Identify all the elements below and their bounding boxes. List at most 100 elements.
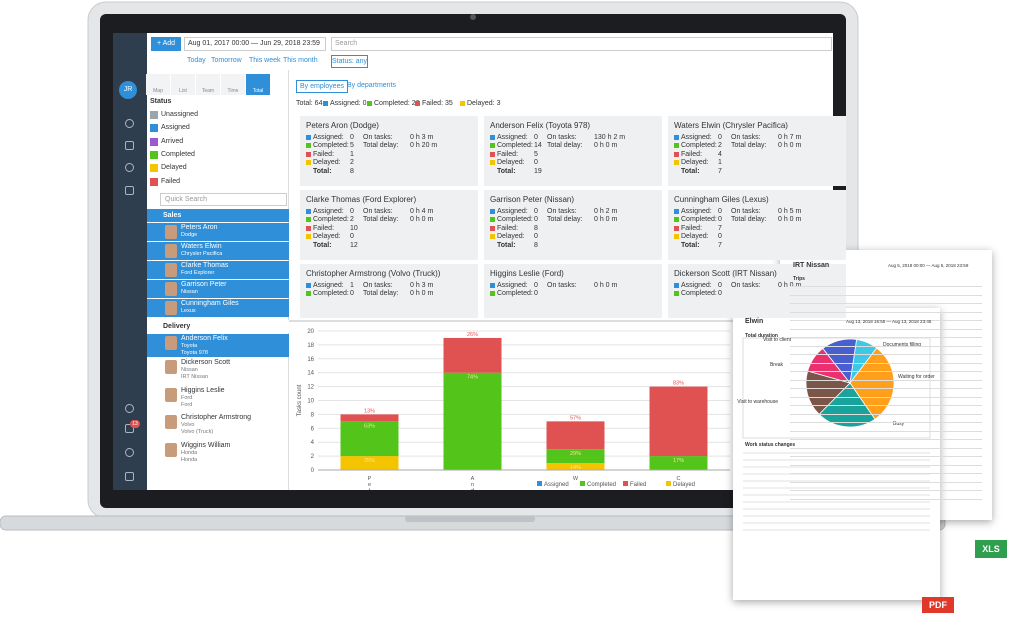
- bar-segment: [546, 421, 605, 450]
- card-label: Delayed:: [313, 233, 341, 241]
- nav-icon[interactable]: [125, 404, 134, 413]
- card-label: Assigned:: [681, 208, 712, 215]
- card-time-label: On tasks:: [731, 208, 761, 215]
- member-name[interactable]: Garrison Peter: [181, 281, 227, 288]
- legend-swatch: [537, 481, 542, 486]
- employee-card[interactable]: [300, 116, 478, 186]
- employee-card[interactable]: [484, 264, 662, 318]
- pie-label: Visit to warehouse: [737, 399, 778, 405]
- member-name[interactable]: Anderson Felix: [181, 335, 228, 342]
- nav-icon[interactable]: [125, 472, 134, 481]
- member-detail: Nissan: [181, 367, 198, 373]
- status-checkbox[interactable]: [150, 164, 158, 173]
- nav-icon[interactable]: [125, 163, 134, 172]
- search[interactable]: Search: [331, 37, 832, 51]
- card-time-label: Total delay:: [547, 216, 583, 224]
- xls-row: [790, 430, 982, 432]
- employee-card[interactable]: [668, 264, 846, 318]
- group-header[interactable]: Sales: [147, 209, 289, 222]
- y-tick-label: 10: [307, 399, 314, 405]
- member-name[interactable]: Christopher Armstrong: [181, 414, 252, 421]
- group-tab[interactable]: By employees: [296, 80, 348, 93]
- card-value: 0: [718, 233, 722, 241]
- card-time-label: On tasks:: [363, 134, 393, 141]
- card-value: 7: [718, 241, 722, 249]
- card-time-label: Total delay:: [547, 142, 583, 150]
- bar-segment: [340, 421, 399, 457]
- employee-card[interactable]: [484, 116, 662, 186]
- status-checkbox[interactable]: [150, 137, 158, 146]
- legend-label: Delayed: [673, 482, 695, 488]
- view-tab[interactable]: Map: [146, 74, 170, 95]
- member-name[interactable]: Cunningham Giles: [181, 300, 239, 307]
- card-value: 0: [534, 159, 538, 167]
- card-time-value: 0 h 0 m: [594, 142, 618, 150]
- card-square: [674, 217, 679, 223]
- card-label: Failed:: [497, 150, 519, 158]
- x-tick-label: W: [572, 476, 578, 482]
- quick-link[interactable]: This week: [249, 57, 281, 64]
- view-tab[interactable]: Time: [221, 74, 245, 95]
- employee-card[interactable]: [668, 190, 846, 260]
- card-value: 1: [350, 150, 354, 158]
- date-range[interactable]: Aug 01, 2017 00:00 — Jun 29, 2018 23:59: [184, 37, 326, 51]
- member-name[interactable]: Waters Elwin: [181, 243, 222, 250]
- view-tab[interactable]: List: [171, 74, 195, 95]
- card-time-value: 0 h 0 m: [778, 216, 802, 224]
- status-checkbox[interactable]: [150, 177, 158, 186]
- add-button[interactable]: + Add: [151, 37, 181, 51]
- member-name[interactable]: Higgins Leslie: [181, 386, 225, 394]
- card-value: 0: [718, 134, 722, 141]
- card-value: 12: [350, 241, 358, 249]
- card-label: Assigned:: [497, 134, 528, 141]
- status-checkbox[interactable]: [150, 150, 158, 159]
- view-tab[interactable]: Team: [196, 74, 220, 95]
- quick-link[interactable]: Today: [187, 57, 206, 64]
- card-value: 0: [534, 208, 538, 215]
- nav-icon[interactable]: [125, 119, 134, 128]
- legend-label: Assigned: [544, 482, 569, 488]
- card-time-label: On tasks:: [731, 134, 761, 141]
- legend-square: [460, 101, 465, 106]
- nav-icon[interactable]: [125, 141, 134, 150]
- card-value: 2: [350, 216, 354, 224]
- member-name[interactable]: Peters Aron: [181, 224, 218, 231]
- status-select[interactable]: Status: any: [331, 55, 368, 68]
- pie-label: Waiting for order: [898, 374, 935, 380]
- xls-row: [790, 396, 982, 398]
- card-square: [490, 160, 495, 166]
- member-name[interactable]: Wiggins William: [181, 441, 231, 449]
- group-header[interactable]: Delivery: [147, 320, 289, 333]
- status-checkbox[interactable]: [150, 111, 158, 119]
- totals-item: Failed: 35: [422, 100, 453, 107]
- bar-segment: [443, 372, 502, 470]
- member-row-bg: [147, 242, 289, 260]
- employee-card[interactable]: [484, 190, 662, 260]
- value-label: 29%: [570, 451, 581, 457]
- nav-icon[interactable]: [125, 424, 134, 433]
- card-square: [490, 209, 495, 214]
- member-name[interactable]: Clarke Thomas: [181, 262, 229, 269]
- member-name[interactable]: Dickerson Scott: [181, 359, 231, 366]
- card-value: 0: [534, 216, 538, 224]
- employee-card[interactable]: [300, 264, 478, 318]
- employee-card[interactable]: [668, 116, 846, 186]
- status-checkbox[interactable]: [150, 124, 158, 133]
- xls-row: [790, 388, 982, 389]
- group-tab[interactable]: By departments: [347, 82, 397, 89]
- card-time-label: On tasks:: [547, 282, 577, 289]
- card-time-label: Total delay:: [363, 142, 399, 150]
- pdf-date: Aug 13, 2018 16:55 — Aug 13, 2018 23:45: [846, 319, 932, 324]
- nav-icon[interactable]: [125, 448, 134, 457]
- view-tab[interactable]: Total: [246, 74, 270, 95]
- status-label: Arrived: [161, 137, 184, 145]
- quick-search[interactable]: Quick Search: [160, 193, 287, 206]
- employee-card[interactable]: [300, 190, 478, 260]
- card-time-value: 0 h 0 m: [594, 282, 618, 289]
- quick-link[interactable]: This month: [283, 57, 318, 64]
- card-time-label: On tasks:: [363, 208, 393, 215]
- quick-link[interactable]: Tomorrow: [211, 57, 242, 64]
- nav-icon[interactable]: [125, 186, 134, 195]
- card-time-label: Total delay:: [363, 216, 399, 224]
- card-square: [306, 291, 311, 297]
